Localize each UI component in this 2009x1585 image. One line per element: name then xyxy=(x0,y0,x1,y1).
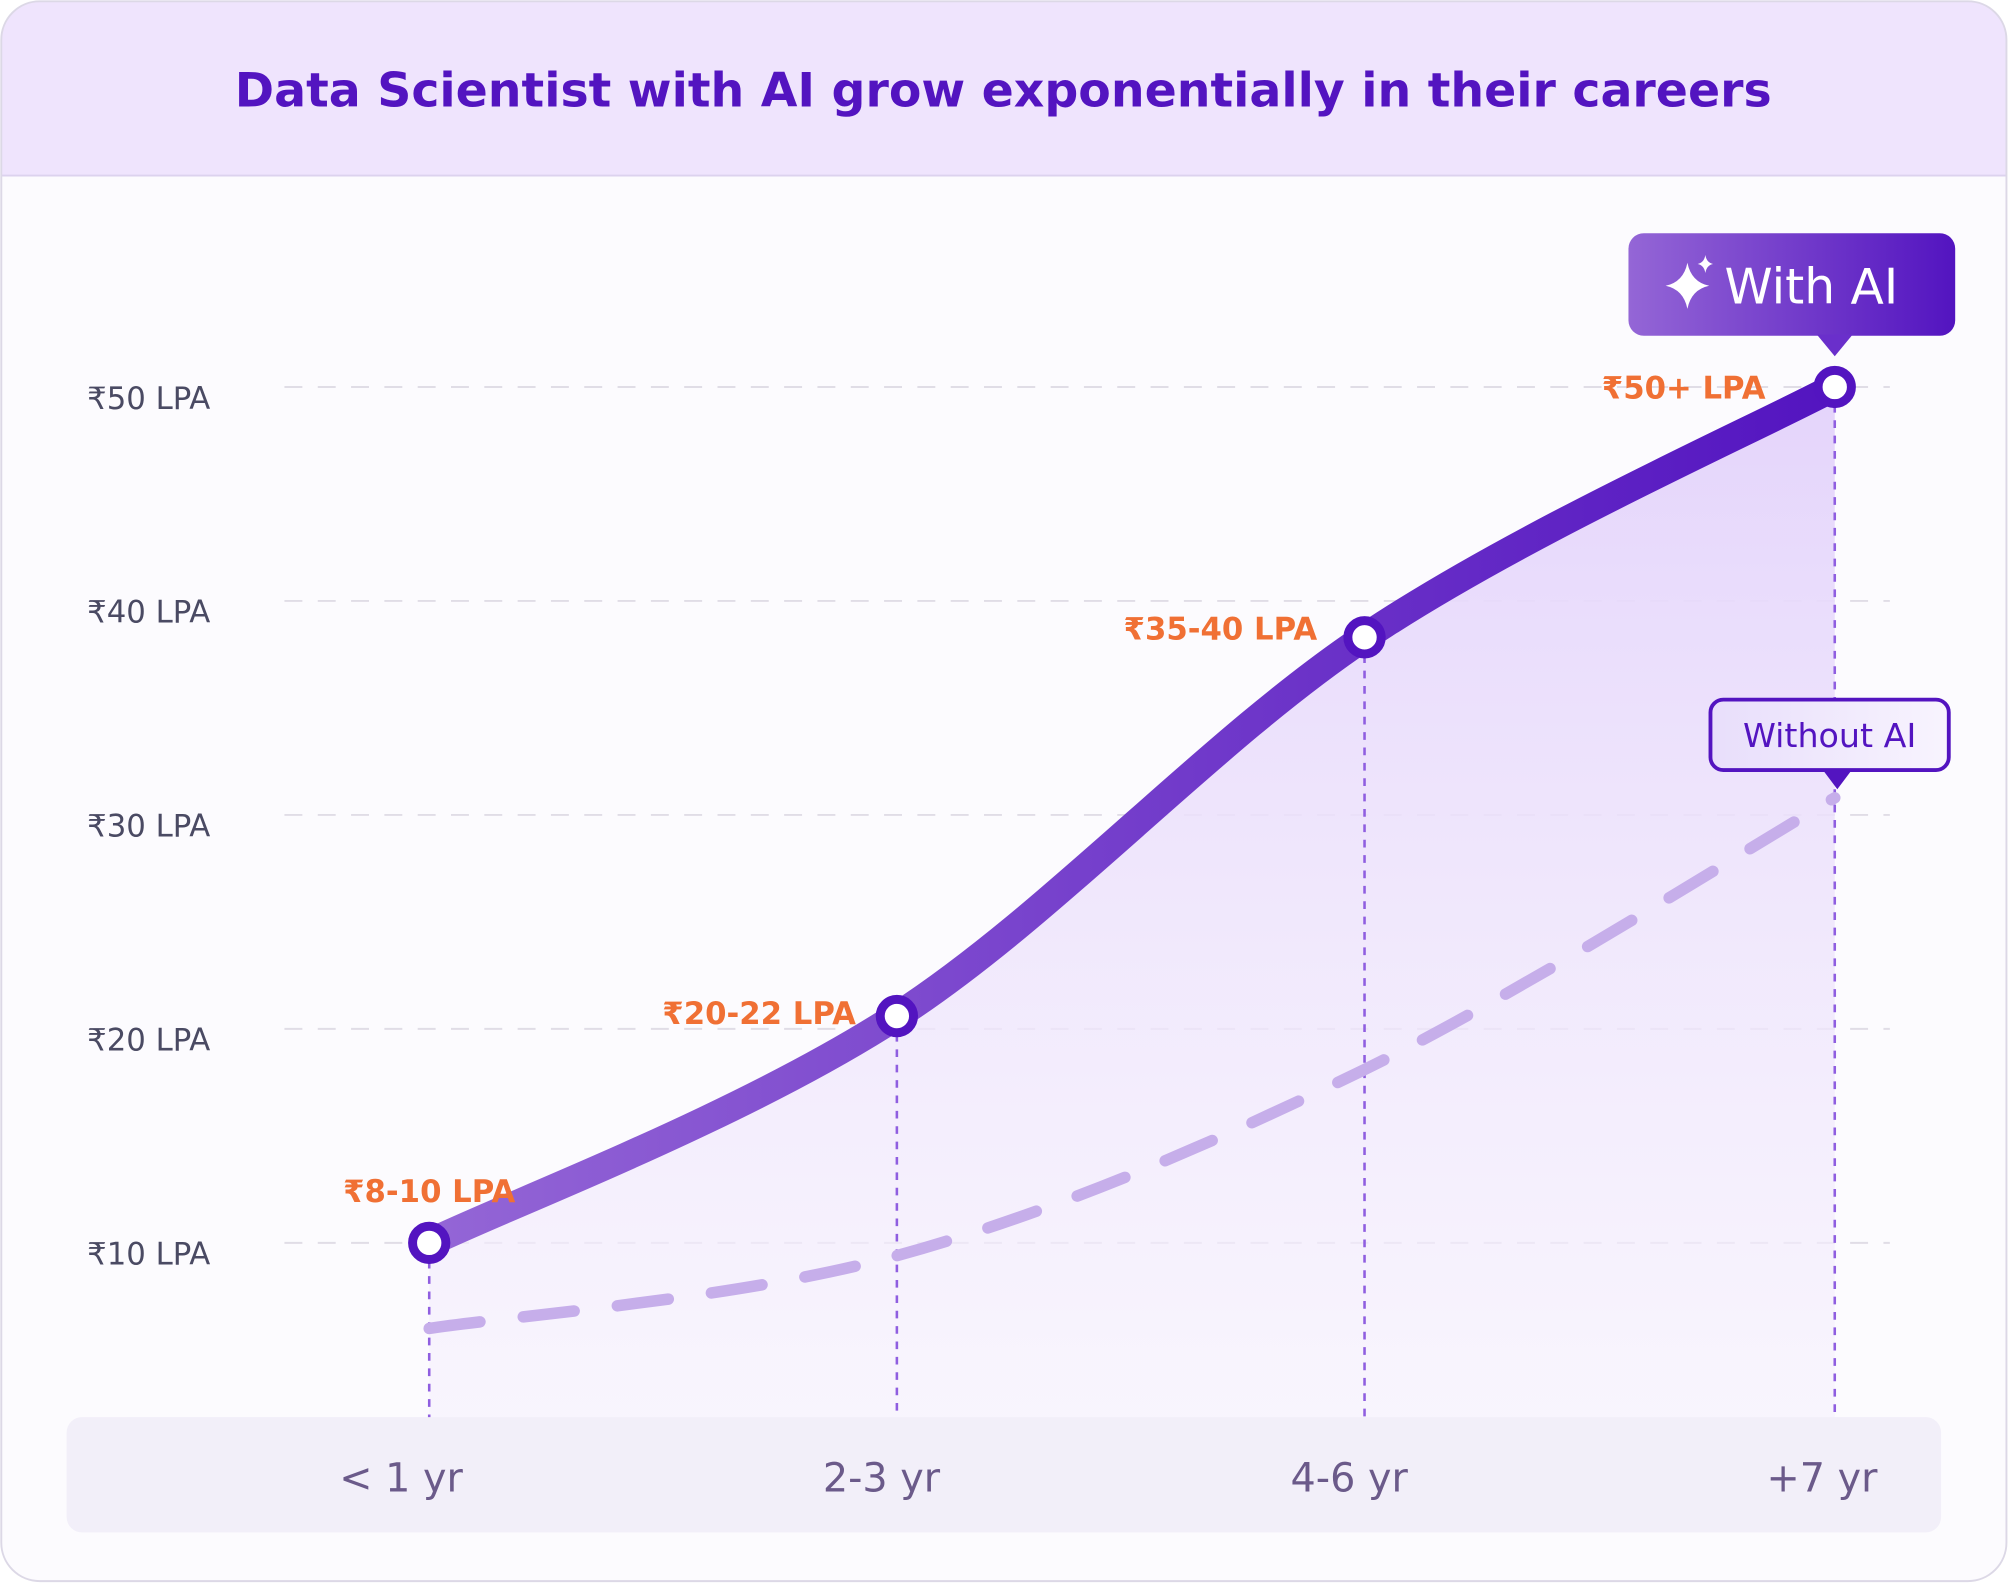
with-ai-area xyxy=(429,386,1835,1418)
without-ai-badge: Without AI xyxy=(1708,697,1951,790)
data-label: ₹8-10 LPA xyxy=(343,1174,515,1210)
data-point-marker xyxy=(875,994,919,1038)
svg-text:With AI: With AI xyxy=(1725,260,1899,316)
x-tick-label: < 1 yr xyxy=(339,1455,463,1501)
chart-title: Data Scientist with AI grow exponentiall… xyxy=(235,63,1772,118)
x-tick-label: +7 yr xyxy=(1766,1455,1878,1501)
with-ai-markers xyxy=(408,365,1856,1264)
data-labels: ₹8-10 LPA ₹20-22 LPA ₹35-40 LPA ₹50+ LPA xyxy=(343,371,1766,1210)
x-axis-labels: < 1 yr 2-3 yr 4-6 yr +7 yr xyxy=(339,1455,1878,1501)
data-point-marker xyxy=(1813,365,1856,409)
with-ai-badge: With AI xyxy=(1628,233,1956,357)
svg-text:Without AI: Without AI xyxy=(1743,716,1916,755)
without-ai-line xyxy=(423,792,1841,1335)
with-ai-line xyxy=(415,372,1849,1257)
y-tick-label: ₹10 LPA xyxy=(87,1237,210,1273)
y-tick-label: ₹50 LPA xyxy=(87,381,210,417)
header-band xyxy=(1,1,2007,176)
data-point-marker xyxy=(1343,616,1386,659)
x-tick-label: 4-6 yr xyxy=(1291,1455,1409,1501)
data-label: ₹35-40 LPA xyxy=(1124,611,1318,647)
point-guides xyxy=(427,404,1837,1418)
y-axis-labels: ₹10 LPA ₹20 LPA ₹30 LPA ₹40 LPA ₹50 LPA xyxy=(87,381,210,1273)
data-label: ₹20-22 LPA xyxy=(662,996,856,1032)
data-point-marker xyxy=(408,1221,451,1264)
x-axis-band xyxy=(66,1417,1942,1533)
sparkle-icon xyxy=(1665,255,1714,309)
data-label: ₹50+ LPA xyxy=(1602,371,1766,407)
y-tick-label: ₹30 LPA xyxy=(87,809,210,845)
y-tick-label: ₹40 LPA xyxy=(87,595,210,631)
y-tick-label: ₹20 LPA xyxy=(87,1023,210,1059)
x-tick-label: 2-3 yr xyxy=(823,1455,941,1501)
